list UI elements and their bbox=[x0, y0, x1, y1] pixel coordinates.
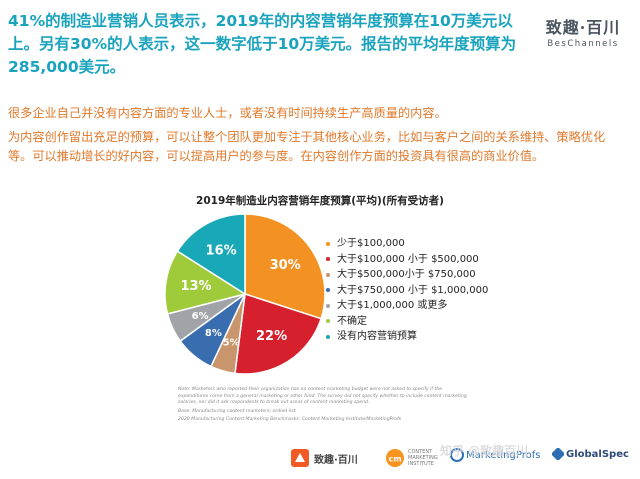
pie-slice bbox=[244, 213, 326, 320]
legend-item: 大于$1,000,000 或更多 bbox=[326, 298, 488, 314]
pie-chart: 30% 22% 5%8% 6% 13% 16% bbox=[164, 213, 326, 375]
legend-item: 大于$100,000 小于 $500,000 bbox=[326, 252, 488, 268]
legend-bullet bbox=[326, 241, 330, 246]
chart-title: 2019年制造业内容营销年度预算(平均)(所有受访者) bbox=[196, 195, 444, 207]
legend-label: 大于$100,000 小于 $500,000 bbox=[337, 253, 479, 265]
pie-slice-label: 13% bbox=[180, 279, 211, 294]
legend-item: 不确定 bbox=[326, 314, 488, 330]
legend-bullet bbox=[326, 334, 330, 339]
legend-bullet bbox=[326, 319, 330, 324]
chart-legend: 少于$100,000 大于$100,000 小于 $500,000 大于$500,0… bbox=[326, 236, 488, 345]
pie-slice-label: 22% bbox=[256, 329, 287, 344]
globalspec-icon bbox=[552, 448, 564, 460]
footnote-note: Note: Marketers who reported their organ… bbox=[178, 387, 467, 406]
pie-slice bbox=[164, 250, 247, 315]
pie-slice-label: 16% bbox=[206, 244, 237, 259]
pie-slice-label: 8% bbox=[205, 328, 222, 339]
headline: 41%的制造业营销人员表示，2019年的内容营销年度预算在10万美元以上。另有3… bbox=[8, 12, 517, 76]
body-paragraph-2: 为内容创作留出充足的预算，可以让整个团队更加专注于其他核心业务，比如与客户之间的… bbox=[8, 130, 606, 163]
pie-slice bbox=[234, 293, 323, 375]
legend-label: 大于$750,000 小于 $1,000,000 bbox=[337, 284, 489, 296]
legend-item: 大于$500,000小于 $750,000 bbox=[326, 267, 488, 283]
legend-label: 大于$500,000小于 $750,000 bbox=[337, 269, 476, 280]
footer-logo-cmi: cm CONTENT MARKETING INSTITUTE bbox=[385, 448, 452, 468]
cmi-icon: cm bbox=[386, 449, 404, 467]
legend-bullet bbox=[326, 288, 330, 293]
svg-text:cm: cm bbox=[388, 455, 401, 464]
legend-item: 没有内容营销预算 bbox=[326, 329, 488, 345]
footnote-source: 2020 Manufacturing Content Marketing Ben… bbox=[178, 417, 402, 423]
pie-slice-label: 30% bbox=[270, 258, 301, 273]
footer-logos: 致趣·百川 cm CONTENT MARKETING INSTITUTE Mar… bbox=[290, 444, 640, 474]
brand-logo-en: BesChannels bbox=[547, 39, 619, 49]
legend-label: 大于$1,000,000 或更多 bbox=[337, 300, 448, 311]
legend-item: 少于$100,000 bbox=[326, 236, 488, 252]
brand-logo: 致趣·百川 BesChannels bbox=[532, 14, 634, 49]
brand-logo-cn: 致趣·百川 bbox=[545, 18, 621, 37]
footnote-base: Base: Manufacturing content marketers; o… bbox=[178, 408, 297, 414]
legend-label: 不确定 bbox=[337, 315, 367, 327]
legend-bullet bbox=[326, 257, 330, 262]
beschannels-icon bbox=[291, 449, 309, 467]
legend-bullet bbox=[326, 303, 330, 308]
legend-item: 大于$750,000 小于 $1,000,000 bbox=[326, 283, 488, 299]
marketingprofs-icon bbox=[450, 448, 464, 462]
pie-slice-label: 6% bbox=[192, 311, 209, 322]
watermark: 知乎 @致趣百川 bbox=[440, 444, 529, 458]
legend-label: 少于$100,000 bbox=[337, 238, 405, 249]
pie-slice bbox=[176, 213, 246, 296]
legend-label: 没有内容营销预算 bbox=[337, 331, 417, 342]
footer-logo-beschannels: 致趣·百川 bbox=[290, 448, 358, 468]
footer-logo-marketingprofs: MarketingProfs bbox=[450, 448, 540, 462]
chart-footnote: Note: Marketers who reported their organ… bbox=[178, 387, 468, 426]
legend-bullet bbox=[326, 272, 330, 277]
body-paragraph-1: 很多企业自己并没有内容方面的专业人士，或者没有时间持续生产高质量的内容。 bbox=[8, 106, 447, 120]
footer-logo-globalspec: GlobalSpec bbox=[552, 448, 629, 460]
pie-slice-label: 5% bbox=[223, 338, 240, 349]
